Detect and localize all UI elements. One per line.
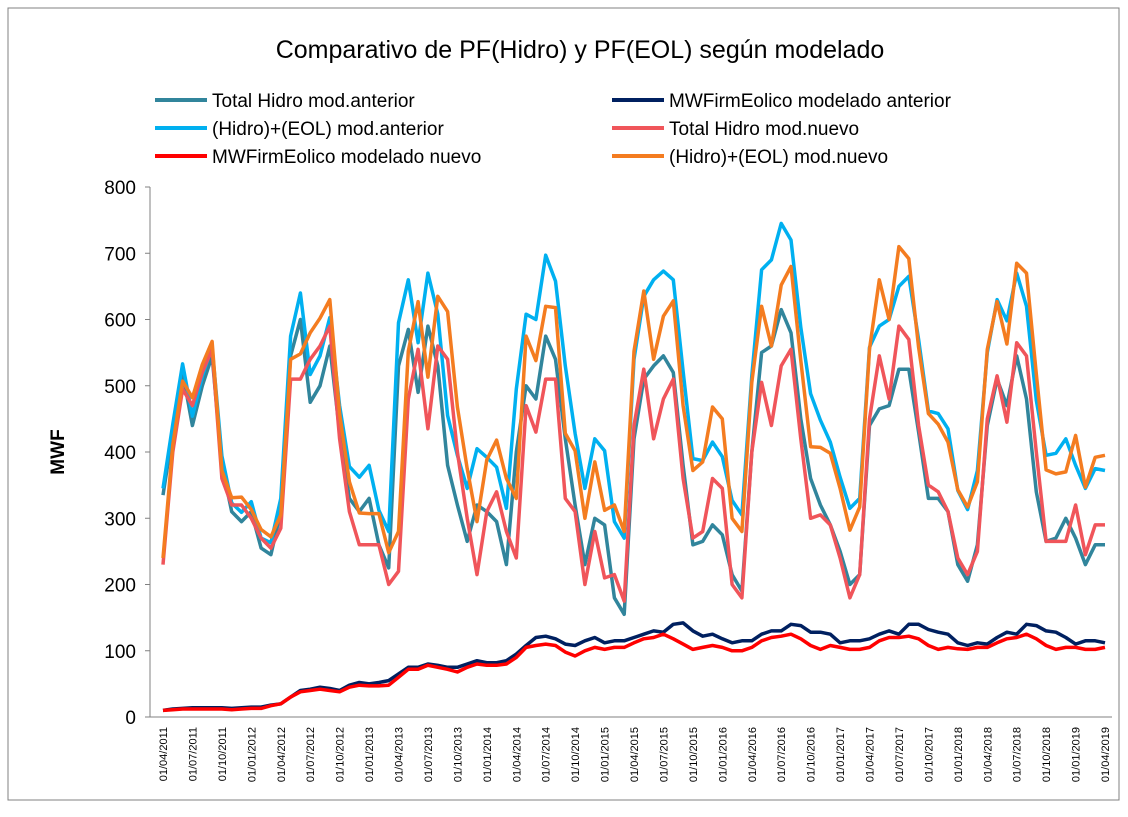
x-tick-label: 01/07/2013 — [423, 727, 435, 782]
x-tick-label: 01/01/2012 — [246, 727, 258, 782]
x-tick-label: 01/04/2014 — [511, 727, 523, 782]
x-tick-label: 01/10/2014 — [570, 727, 582, 782]
x-tick-label: 01/10/2015 — [688, 727, 700, 782]
legend-label: MWFirmEolico modelado nuevo — [212, 147, 481, 168]
legend-label: (Hidro)+(EOL) mod.anterior — [212, 119, 444, 140]
x-tick-label: 01/01/2013 — [364, 727, 376, 782]
x-tick-label: 01/07/2011 — [187, 727, 199, 781]
y-tick-label: 200 — [104, 576, 136, 597]
x-tick-label: 01/10/2017 — [923, 727, 935, 782]
y-tick-label: 700 — [104, 244, 136, 265]
x-tick-label: 01/04/2015 — [629, 727, 641, 782]
legend-label: Total Hidro mod.anterior — [212, 91, 415, 112]
x-tick-label: 01/01/2018 — [953, 727, 965, 782]
x-tick-label: 01/10/2013 — [452, 727, 464, 782]
y-tick-label: 600 — [104, 311, 136, 332]
x-tick-label: 01/07/2012 — [305, 727, 317, 782]
x-tick-label: 01/04/2018 — [982, 727, 994, 782]
chart-title: Comparativo de PF(Hidro) y PF(EOL) según… — [276, 36, 885, 64]
series-line — [162, 632, 1106, 713]
y-tick-label: 100 — [104, 642, 136, 663]
series-line — [161, 244, 1106, 559]
x-tick-label: 01/07/2014 — [541, 727, 553, 782]
x-tick-label: 01/04/2013 — [394, 727, 406, 782]
x-tick-label: 01/04/2012 — [276, 727, 288, 782]
y-tick-label: 400 — [104, 443, 136, 464]
x-tick-label: 01/10/2012 — [335, 727, 347, 782]
x-tick-label: 01/10/2018 — [1041, 727, 1053, 782]
y-axis-label: MWF — [48, 429, 69, 474]
x-tick-label: 01/01/2017 — [835, 727, 847, 782]
x-tick-label: 01/01/2019 — [1071, 727, 1083, 782]
legend-label: MWFirmEolico modelado anterior — [669, 91, 952, 112]
x-tick-label: 01/10/2011 — [217, 727, 229, 781]
x-tick-label: 01/01/2016 — [717, 727, 729, 782]
series-line — [161, 324, 1105, 603]
y-tick-label: 800 — [104, 178, 136, 199]
x-tick-label: 01/04/2011 — [158, 727, 170, 781]
x-tick-label: 01/07/2016 — [776, 727, 788, 782]
x-tick-label: 01/01/2014 — [482, 727, 494, 782]
legend-label: Total Hidro mod.nuevo — [669, 119, 859, 140]
x-tick-label: 01/04/2019 — [1100, 727, 1112, 782]
x-tick-label: 01/04/2017 — [865, 727, 877, 782]
y-tick-label: 0 — [125, 708, 136, 729]
y-tick-label: 500 — [104, 377, 136, 398]
x-tick-label: 01/07/2015 — [658, 727, 670, 782]
x-tick-label: 01/07/2017 — [894, 727, 906, 782]
x-tick-label: 01/10/2016 — [806, 727, 818, 782]
y-tick-label: 300 — [104, 509, 136, 530]
x-tick-label: 01/04/2016 — [747, 727, 759, 782]
series-line — [162, 621, 1106, 713]
x-tick-label: 01/07/2018 — [1012, 727, 1024, 782]
legend-label: (Hidro)+(EOL) mod.nuevo — [669, 147, 888, 168]
x-tick-label: 01/01/2015 — [600, 727, 612, 782]
